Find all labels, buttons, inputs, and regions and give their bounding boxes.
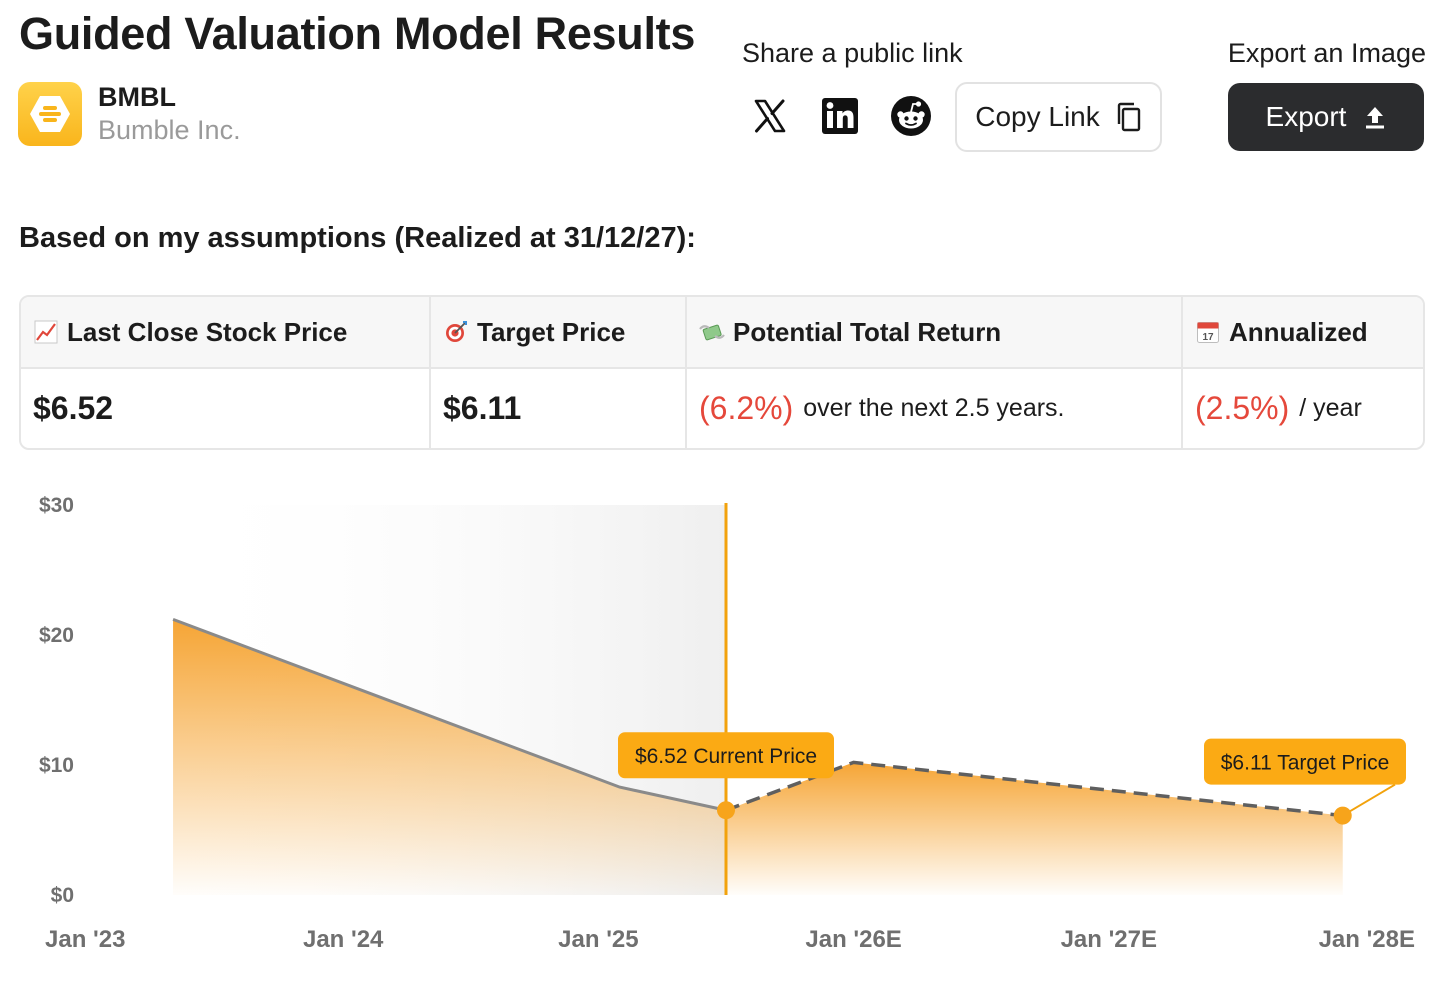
metric-label: Annualized — [1229, 316, 1368, 347]
export-button-label: Export — [1265, 101, 1347, 132]
valuation-chart: $0 $10 $20 $30 Jan '23 Jan '24 Jan '25 Jan '26… — [39, 494, 1415, 953]
target-icon — [443, 319, 469, 345]
target-price-annotation: $6.11 Target Price — [1204, 738, 1406, 825]
y-tick-label: $0 — [51, 884, 74, 907]
metric-target-price: Target Price $6.11 — [431, 297, 687, 448]
metric-suffix: over the next 2.5 years. — [803, 394, 1065, 422]
history-area — [173, 619, 727, 895]
metric-total-return: Potential Total Return (6.2%) over the n… — [687, 297, 1183, 448]
projection-line — [725, 760, 1343, 818]
projection-area — [726, 762, 1343, 895]
x-tick-label: Jan '26E — [805, 926, 901, 953]
export-button[interactable]: Export — [1228, 83, 1424, 151]
x-icon[interactable] — [749, 95, 791, 137]
chart-increasing-icon — [33, 319, 59, 345]
x-tick-label: Jan '24 — [303, 926, 384, 953]
x-tick-label: Jan '23 — [45, 926, 125, 953]
copy-link-label: Copy Link — [975, 101, 1100, 132]
metric-last-close: Last Close Stock Price $6.52 — [21, 297, 431, 448]
company-name: Bumble Inc. — [98, 115, 241, 145]
export-label: Export an Image — [1227, 38, 1426, 68]
annotation-label: $6.11 Target Price — [1221, 752, 1390, 775]
metric-value-negative: (6.2%) — [699, 390, 794, 426]
money-wings-icon — [699, 319, 725, 345]
metric-value: $6.52 — [33, 390, 114, 426]
metric-label: Target Price — [477, 316, 626, 347]
share-label: Share a public link — [742, 38, 963, 68]
y-tick-label: $10 — [39, 754, 74, 777]
annotation-label: $6.52 Current Price — [635, 745, 817, 768]
svg-text:17: 17 — [1202, 332, 1214, 343]
copy-link-button[interactable]: Copy Link — [955, 82, 1162, 152]
metric-annualized: 17 Annualized (2.5%) / year — [1183, 297, 1423, 448]
metric-label: Last Close Stock Price — [67, 316, 348, 347]
x-tick-label: Jan '27E — [1061, 926, 1157, 953]
data-point-marker — [1333, 806, 1352, 825]
metrics-table: Last Close Stock Price $6.52 Target Pric… — [19, 295, 1425, 450]
x-tick-label: Jan '28E — [1319, 926, 1415, 953]
reddit-icon[interactable] — [890, 95, 932, 137]
company-info: BMBL Bumble Inc. — [18, 81, 241, 147]
copy-icon — [1117, 102, 1140, 132]
calendar-icon: 17 — [1195, 319, 1221, 345]
linkedin-icon[interactable] — [819, 95, 861, 137]
y-tick-label: $30 — [39, 494, 74, 517]
data-point-marker — [717, 801, 735, 820]
history-line — [172, 617, 727, 812]
x-tick-label: Jan '25 — [558, 926, 638, 953]
company-logo — [18, 82, 82, 146]
metric-label: Potential Total Return — [733, 316, 1002, 347]
y-tick-label: $20 — [39, 624, 74, 647]
current-price-annotation: $6.52 Current Price — [618, 732, 834, 820]
upload-icon — [1366, 107, 1385, 129]
metric-value: $6.11 — [443, 390, 522, 426]
page-title: Guided Valuation Model Results — [19, 8, 696, 59]
metric-suffix: / year — [1299, 394, 1362, 422]
ticker-symbol: BMBL — [98, 82, 176, 112]
metric-value-negative: (2.5%) — [1195, 390, 1290, 426]
bumble-hexagon-icon — [30, 96, 70, 132]
assumptions-heading: Based on my assumptions (Realized at 31/… — [19, 222, 696, 254]
